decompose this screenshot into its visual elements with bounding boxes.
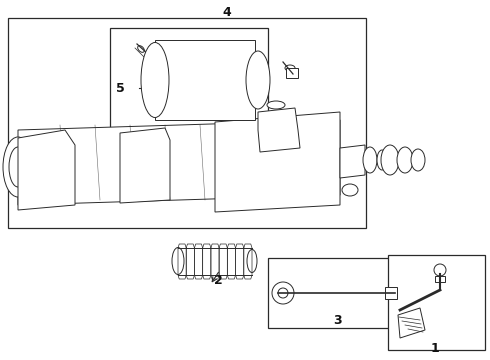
Bar bbox=[8, 18, 366, 228]
Ellipse shape bbox=[381, 145, 399, 175]
Text: 3: 3 bbox=[333, 314, 342, 327]
Text: 5: 5 bbox=[116, 81, 124, 95]
Polygon shape bbox=[18, 130, 75, 210]
Bar bbox=[385, 287, 397, 299]
Ellipse shape bbox=[172, 248, 184, 275]
Ellipse shape bbox=[267, 101, 285, 109]
Polygon shape bbox=[215, 112, 340, 212]
Bar bbox=[286, 68, 298, 78]
Ellipse shape bbox=[285, 65, 295, 71]
Ellipse shape bbox=[363, 147, 377, 173]
Polygon shape bbox=[398, 308, 425, 338]
Text: 1: 1 bbox=[431, 342, 440, 355]
Ellipse shape bbox=[138, 46, 145, 52]
Ellipse shape bbox=[397, 147, 413, 173]
Ellipse shape bbox=[272, 282, 294, 304]
Ellipse shape bbox=[377, 150, 387, 170]
Circle shape bbox=[434, 264, 446, 276]
Bar bbox=[110, 28, 268, 136]
Polygon shape bbox=[258, 108, 300, 152]
Bar bbox=[155, 40, 255, 120]
Text: 4: 4 bbox=[222, 5, 231, 18]
Ellipse shape bbox=[278, 288, 288, 298]
Bar bbox=[268, 258, 408, 328]
Bar bbox=[435, 276, 445, 282]
Ellipse shape bbox=[411, 149, 425, 171]
Ellipse shape bbox=[246, 51, 270, 109]
Ellipse shape bbox=[342, 184, 358, 196]
Ellipse shape bbox=[141, 42, 169, 117]
Text: 2: 2 bbox=[214, 274, 222, 287]
Polygon shape bbox=[18, 120, 340, 205]
Ellipse shape bbox=[9, 147, 27, 187]
Ellipse shape bbox=[247, 249, 257, 273]
Polygon shape bbox=[120, 128, 170, 203]
Ellipse shape bbox=[3, 137, 33, 197]
Polygon shape bbox=[340, 145, 365, 178]
Bar bbox=[388, 255, 485, 350]
